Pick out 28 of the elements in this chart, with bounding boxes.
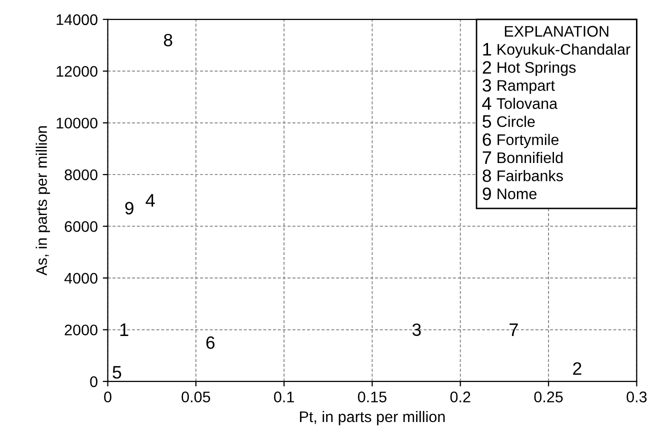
legend-label: Koyukuk-Chandalar [498, 44, 630, 58]
y-axis-title: As, in parts per million [36, 126, 50, 276]
x-tick-label: 0.1 [274, 392, 294, 402]
y-tick-label: 4000 [64, 272, 98, 284]
legend-label: Hot Springs [498, 62, 576, 76]
x-tick-label: 0.05 [182, 392, 210, 402]
legend-title: EXPLANATION [504, 26, 608, 37]
x-tick-label: 0.25 [534, 392, 563, 402]
x-tick-label: 0 [104, 392, 112, 402]
legend-label: Fairbanks [498, 170, 563, 182]
legend-label: Bonnifield [498, 152, 563, 164]
y-tick-label: 6000 [64, 221, 98, 232]
legend-label: Nome [498, 188, 536, 200]
x-tick-label: 0.2 [450, 392, 470, 402]
legend-label: Circle [497, 116, 535, 128]
x-tick-label: 0.15 [358, 392, 386, 402]
y-tick-label: 14000 [56, 14, 98, 26]
y-tick-label: 2000 [64, 324, 98, 336]
x-axis-title: Pt, in parts per million [300, 410, 445, 426]
y-tick-label: 8000 [64, 169, 98, 180]
legend-label: Rampart [498, 80, 555, 94]
y-tick-label: 10000 [56, 118, 98, 129]
y-tick-label: 12000 [56, 66, 98, 77]
legend-label: Tolovana [496, 98, 558, 109]
y-tick-label: 0 [90, 376, 98, 388]
x-tick-label: 0.3 [626, 392, 647, 402]
legend-label: Fortymile [498, 134, 559, 148]
point [146, 194, 155, 207]
